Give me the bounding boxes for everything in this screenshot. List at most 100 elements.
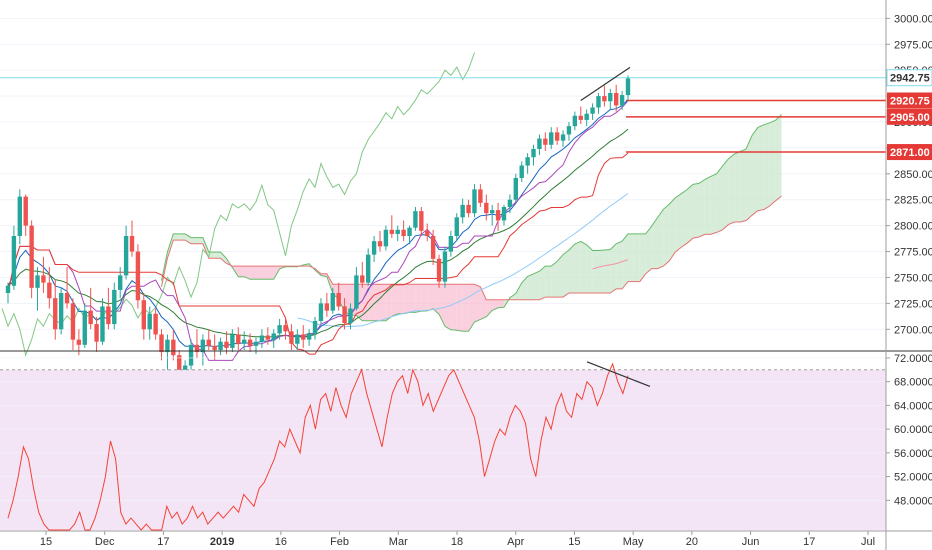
candle-body (584, 113, 589, 120)
candle-body (401, 229, 406, 236)
rsi-grid (0, 357, 886, 501)
candle-body (200, 339, 206, 353)
cloud-segment (563, 250, 569, 298)
time-axis[interactable]: 15 Dec 17 2019 16 Feb Mar 18 Apr 15 May 20 Jun 17 Jul (40, 531, 875, 548)
cloud-segment (445, 284, 451, 330)
candle-body (11, 236, 17, 286)
rsi-trendline (586, 361, 651, 387)
candle-body (94, 324, 99, 342)
span-b-line (161, 195, 782, 301)
cloud-segment (580, 241, 587, 293)
candle-body (336, 293, 341, 307)
candle-body (41, 275, 46, 283)
level-tag (887, 92, 932, 109)
cloud-segment (633, 233, 640, 282)
candle-body (489, 210, 495, 214)
candle-body (82, 310, 87, 345)
time-tick-label: 17 (157, 536, 169, 548)
cloud-segment (628, 233, 634, 282)
candle-body (478, 189, 483, 203)
rsi-trendline-segment (586, 361, 651, 387)
candle-body (389, 229, 395, 234)
rsi-tick-label: 56.0000 (894, 448, 932, 460)
candle-body (354, 275, 359, 309)
candle-body (549, 132, 554, 145)
candle-body (224, 341, 229, 348)
candle-body (283, 325, 288, 332)
candle-body (525, 157, 530, 166)
candle-body (501, 206, 507, 221)
cloud-segment (675, 193, 682, 253)
cloud-segment (539, 266, 546, 300)
cloud-segment (610, 243, 617, 293)
candle-body (106, 306, 111, 325)
candle-body (419, 211, 424, 231)
cloud-segment (746, 135, 752, 221)
price-trendline-segment (580, 66, 631, 101)
candle-body (590, 107, 595, 114)
rsi-tick-label: 72.0000 (894, 353, 932, 365)
rsi-tick-label: 52.0000 (894, 472, 932, 484)
rsi-tick-label: 60.0000 (894, 424, 932, 436)
rsi-tick-label: 64.0000 (894, 400, 932, 412)
candle-body (572, 115, 578, 127)
price-tick-label: 2850.00 (894, 169, 932, 181)
sma-50-line (297, 192, 629, 328)
rsi-series-line (7, 362, 629, 531)
candle-body (301, 334, 306, 340)
candle-body (76, 339, 82, 345)
candle-body (29, 225, 34, 288)
cloud-segment (385, 284, 392, 321)
candle-body (448, 236, 454, 252)
cloud-segment (433, 284, 439, 315)
candle-body (513, 177, 519, 200)
candle-body (236, 334, 241, 344)
rsi-axis[interactable]: 72.0000 68.0000 64.0000 60.0000 56.0000 52.00… (886, 353, 932, 507)
time-tick-label: 15 (40, 536, 52, 548)
candle-body (554, 132, 560, 141)
time-tick-label: 16 (275, 536, 287, 548)
cloud-segment (185, 233, 191, 244)
cloud-segment (220, 252, 227, 264)
time-tick-label: Jun (742, 536, 760, 548)
candle-body (194, 344, 200, 353)
candle-body (602, 96, 607, 102)
cloud-segment (698, 179, 705, 237)
ema-21-line (7, 128, 629, 338)
cloud-segment (421, 284, 428, 312)
cloud-segment (740, 148, 747, 222)
candle-body (348, 308, 353, 324)
candle-body (141, 300, 147, 330)
time-tick-label: Feb (330, 536, 349, 548)
cloud-segment (557, 254, 563, 298)
cloud-segment (515, 282, 522, 300)
price-tick-label: 2725.00 (894, 298, 932, 310)
candle-body (123, 236, 129, 276)
cloud-segment (704, 176, 711, 235)
candle-body (306, 333, 312, 340)
cloud-segment (486, 299, 493, 317)
candle-body (531, 148, 536, 158)
cloud-segment (622, 233, 628, 289)
cloud-segment (202, 237, 209, 259)
cloud-segment (616, 241, 623, 289)
candle-body (436, 258, 442, 282)
candle-body (253, 341, 259, 346)
candle-body (53, 298, 58, 330)
cloud-segment (480, 286, 487, 320)
price-tick-label: 2800.00 (894, 221, 932, 233)
time-tick-label: 18 (451, 536, 463, 548)
candle-body (17, 196, 23, 236)
candle-body (129, 236, 135, 252)
candle-body (100, 306, 105, 342)
candle-body (153, 313, 158, 335)
cloud-segment (769, 120, 776, 206)
candle-body (265, 335, 271, 340)
candle-body (365, 254, 371, 283)
cloud-segment (456, 284, 463, 332)
cloud-segment (775, 114, 782, 201)
cloud-segment (710, 173, 717, 235)
price-axis[interactable]: 3000.002975.002950.002925.002900.002875.… (886, 13, 932, 336)
level-tag-label: 2920.75 (890, 95, 930, 107)
